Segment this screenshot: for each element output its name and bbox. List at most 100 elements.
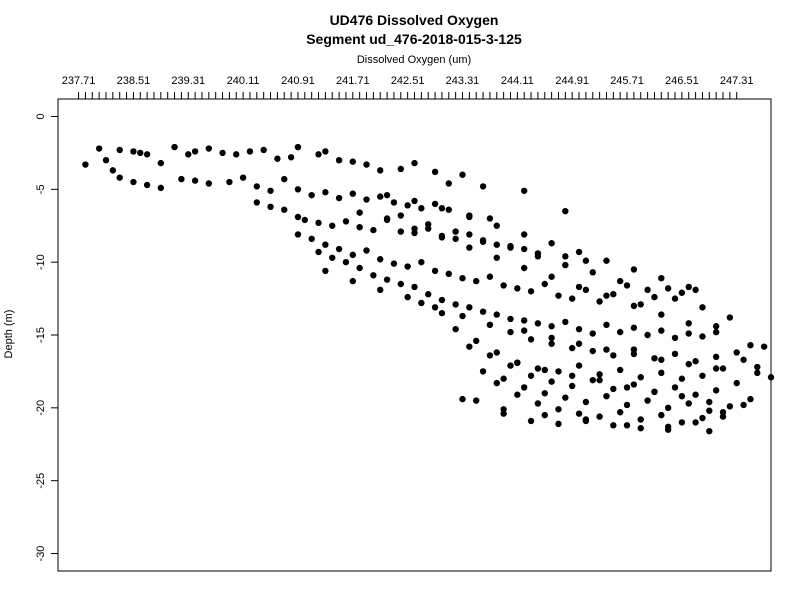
data-point [466,213,473,221]
x-tick-label: 240.91 [281,75,315,87]
data-point [329,254,336,261]
data-point [664,404,672,412]
y-axis-label: Depth (m) [3,310,15,359]
data-point [281,175,288,183]
data-point [575,410,583,417]
data-point [534,253,542,260]
x-tick-label: 244.11 [501,75,534,87]
data-point [507,244,514,251]
data-point [239,174,247,181]
data-point [671,350,679,358]
data-point [548,334,555,342]
data-point [143,151,151,158]
data-point [205,180,213,187]
data-point [342,218,350,225]
data-point [370,226,377,234]
data-point [205,145,213,152]
data-point [473,277,480,285]
data-point [466,304,473,311]
data-point [459,274,466,282]
data-point [596,371,603,378]
data-point [411,283,418,291]
y-tick-label: -15 [35,327,47,343]
data-point [137,149,144,157]
data-point [644,397,651,404]
data-point [418,258,425,266]
data-point [322,148,329,155]
data-point [712,365,720,372]
x-axis-label: Dissolved Oxygen (um) [357,54,471,66]
data-point [349,190,356,197]
data-point [664,426,672,433]
data-point [658,327,665,334]
data-point [171,143,178,151]
data-point [582,257,590,264]
data-point [308,191,315,199]
data-point [623,282,631,289]
data-point [116,146,123,154]
data-point [623,422,631,429]
data-point [191,148,199,155]
data-point [102,156,110,164]
data-point [616,366,624,374]
data-point [630,302,638,310]
data-point [493,222,500,229]
data-point [157,184,165,192]
data-point [555,292,562,299]
data-point [706,427,713,435]
data-point [747,341,754,349]
data-point [685,330,692,337]
data-point [116,174,123,181]
data-point [486,352,494,359]
data-point [363,161,370,168]
data-point [548,378,555,385]
data-point [486,215,494,222]
data-point [397,228,404,235]
data-point [377,167,384,174]
data-point [431,200,439,208]
data-point [322,189,329,196]
data-point [548,323,555,330]
data-point [575,340,583,347]
data-point [706,398,713,406]
data-point [616,328,624,336]
data-point [335,194,343,202]
data-point [630,324,638,331]
data-point [308,235,315,243]
data-point [520,245,528,253]
data-point [589,347,596,355]
x-tick-label: 245.71 [610,75,644,87]
data-point [377,286,384,294]
data-point [699,304,706,311]
data-point [143,181,151,189]
data-point [630,350,638,358]
data-point [349,277,356,285]
data-point [603,257,610,264]
data-point [651,293,658,301]
data-point [719,365,727,372]
data-point [335,156,343,164]
data-point [335,245,343,253]
data-point [568,344,576,352]
data-point [445,206,452,213]
data-point [623,384,631,391]
data-point [541,280,548,288]
y-axis-ticks: 0 -5 -10 -15 -20 -25 -30 [35,113,58,561]
data-point [233,151,240,158]
data-point [452,228,459,235]
data-point [109,167,117,174]
data-point [671,295,679,302]
data-point [548,273,555,280]
data-point [246,148,254,155]
data-point [678,392,686,400]
data-point [603,346,610,353]
y-tick-label: 0 [35,113,47,119]
data-point [95,145,103,152]
data-point [390,260,398,267]
data-point [520,231,528,238]
data-point [493,311,500,318]
data-point [582,417,590,425]
x-tick-label: 240.11 [227,75,260,87]
data-point [315,151,322,158]
data-point [712,387,720,394]
